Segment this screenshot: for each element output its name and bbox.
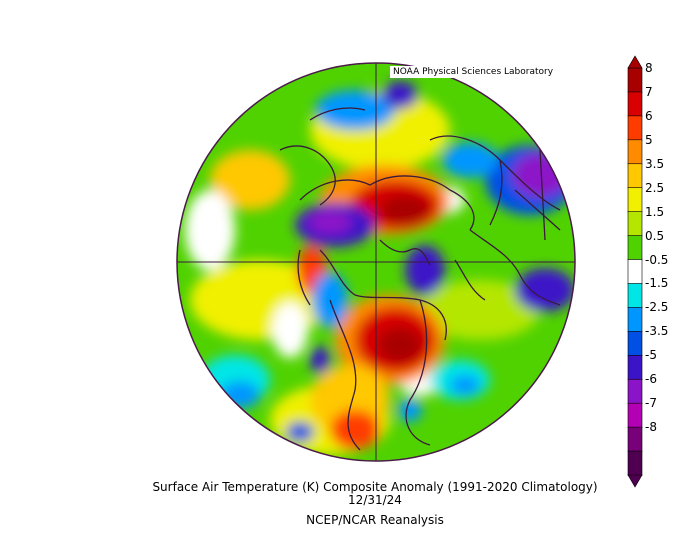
coastlines [279,107,561,451]
colorbar-segment [627,378,643,404]
map-source: NCEP/NCAR Reanalysis [306,513,444,527]
colorbar-segment [627,115,643,141]
colorbar-segment [627,450,643,476]
colorbar-max-arrow [627,55,643,69]
colorbar-label: 6 [645,108,653,123]
colorbar [627,55,643,488]
map-date: 12/31/24 [348,493,402,507]
colorbar-segment [627,259,643,285]
colorbar-segment [627,354,643,381]
colorbar-label: -7 [645,396,657,411]
colorbar-segment [627,331,643,357]
colorbar-label: 3.5 [645,156,665,171]
colorbar-label: 1.5 [645,204,665,219]
colorbar-segment [627,187,643,213]
map-outline [176,62,576,462]
colorbar-label: -1.5 [645,276,669,291]
colorbar-label: -3.5 [645,324,669,339]
colorbar-label: 0.5 [645,228,665,243]
colorbar-segment [627,307,643,333]
colorbar-segment [627,211,643,237]
map-title: Surface Air Temperature (K) Composite An… [152,480,598,494]
colorbar-segment [627,139,643,165]
colorbar-segment [627,67,643,93]
colorbar-label: -5 [645,348,657,363]
colorbar-label: 8 [645,61,653,75]
colorbar-label: 2.5 [645,180,665,195]
colorbar-label: -2.5 [645,300,669,315]
colorbar-segment [627,283,643,309]
colorbar-segment [627,426,643,452]
colorbar-segment [627,402,643,428]
anomaly-field [177,63,575,461]
colorbar-label: 7 [645,84,653,99]
colorbar-segment [627,163,643,189]
colorbar-label: -8 [645,420,657,435]
colorbar-label: 5 [645,132,653,147]
colorbar-label: -0.5 [645,252,669,267]
colorbar-min-arrow [627,474,643,488]
colorbar-segment [627,235,643,261]
credit-label: NOAA Physical Sciences Laboratory [390,66,557,78]
colorbar-segment [627,91,643,117]
colorbar-label: -6 [645,372,657,387]
